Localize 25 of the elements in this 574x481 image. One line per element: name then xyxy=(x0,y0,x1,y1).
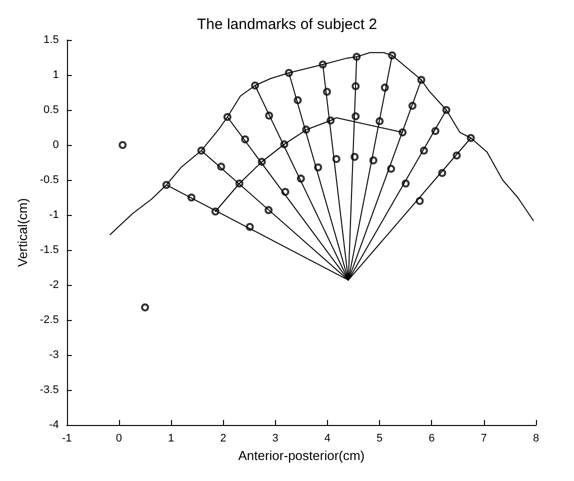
y-tick-label: -3 xyxy=(49,349,59,361)
x-tick-label: 4 xyxy=(324,432,331,444)
x-tick-label: 3 xyxy=(272,432,278,444)
y-tick-label: -4 xyxy=(49,419,59,431)
x-tick-label: 7 xyxy=(480,432,487,444)
y-tick-label: 1.5 xyxy=(44,34,59,46)
x-tick-label: 1 xyxy=(168,432,174,444)
y-tick-label: -3.5 xyxy=(40,384,59,396)
y-tick-label: 1 xyxy=(52,69,59,81)
y-tick-label: 0 xyxy=(52,139,59,151)
x-axis-title: Anterior-posterior(cm) xyxy=(238,448,365,463)
x-tick-label: 6 xyxy=(428,432,435,444)
y-tick-label: -1 xyxy=(49,209,59,221)
y-tick-label: 0.5 xyxy=(44,104,59,116)
y-axis-title: Vertical(cm) xyxy=(15,198,30,267)
y-tick-label: -2 xyxy=(49,279,59,291)
y-tick-label: -0.5 xyxy=(40,174,59,186)
x-tick-label: 2 xyxy=(220,432,226,444)
y-tick-label: -1.5 xyxy=(40,244,59,256)
x-tick-label: 0 xyxy=(116,432,122,444)
x-tick-label: -1 xyxy=(62,432,72,444)
x-tick-label: 5 xyxy=(376,432,383,444)
chart-title: The landmarks of subject 2 xyxy=(196,16,378,33)
y-tick-label: -2.5 xyxy=(40,314,59,326)
x-tick-label: 8 xyxy=(532,432,540,444)
